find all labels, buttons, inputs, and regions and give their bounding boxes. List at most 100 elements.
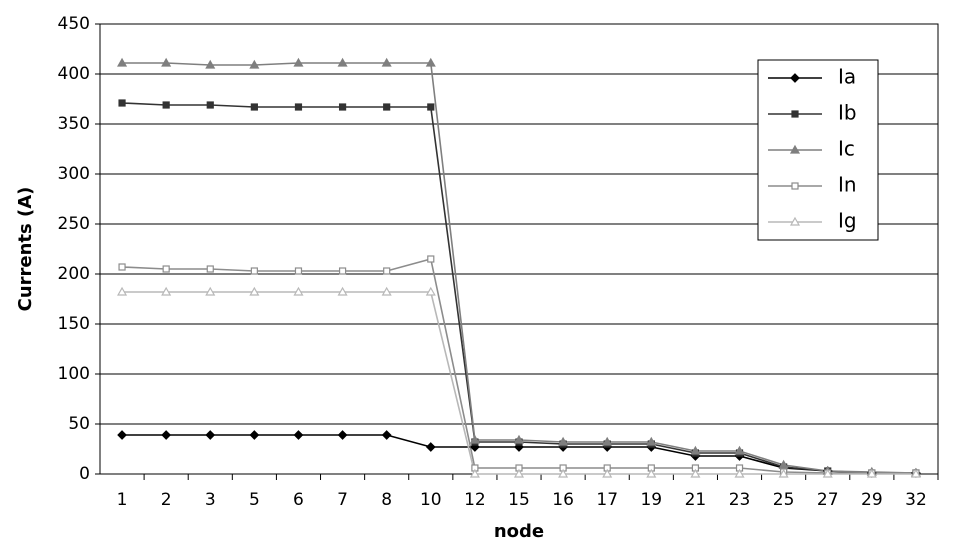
- marker: [778, 459, 789, 469]
- legend-label: Ic: [838, 137, 855, 161]
- marker: [425, 442, 436, 452]
- marker: [734, 468, 745, 478]
- marker: [337, 57, 348, 67]
- marker: [249, 59, 260, 69]
- marker: [118, 99, 126, 107]
- marker: [791, 110, 799, 118]
- marker: [293, 57, 304, 67]
- marker: [162, 265, 170, 273]
- x-tick-label: 27: [817, 490, 839, 510]
- marker: [690, 468, 701, 478]
- marker: [383, 267, 391, 275]
- marker: [469, 468, 480, 478]
- legend-label: Ia: [838, 65, 856, 89]
- marker: [791, 182, 799, 190]
- marker: [602, 436, 613, 446]
- marker: [161, 57, 172, 67]
- marker: [337, 430, 348, 440]
- marker: [249, 430, 260, 440]
- x-tick-label: 15: [508, 490, 530, 510]
- marker: [646, 468, 657, 478]
- marker: [338, 267, 347, 275]
- marker: [249, 286, 260, 296]
- y-tick-label: 300: [58, 164, 90, 184]
- marker: [250, 103, 258, 111]
- legend-label: In: [838, 173, 857, 197]
- x-tick-label: 2: [161, 490, 172, 510]
- marker: [866, 468, 877, 478]
- marker: [206, 265, 214, 273]
- x-tick-label: 1: [117, 490, 128, 510]
- legend-label: Ib: [838, 101, 857, 125]
- marker: [425, 286, 436, 296]
- marker: [117, 57, 128, 67]
- marker: [469, 434, 480, 444]
- y-tick-label: 450: [58, 14, 90, 34]
- x-tick-label: 29: [861, 490, 883, 510]
- marker: [910, 468, 921, 478]
- marker: [789, 144, 801, 154]
- marker: [427, 103, 435, 111]
- x-tick-label: 32: [905, 490, 927, 510]
- x-tick-label: 6: [293, 490, 304, 510]
- y-tick-label: 100: [58, 364, 90, 384]
- marker: [381, 57, 392, 67]
- marker: [337, 286, 348, 296]
- x-tick-label: 25: [773, 490, 795, 510]
- marker: [381, 430, 392, 440]
- y-tick-label: 250: [58, 214, 90, 234]
- marker: [294, 267, 303, 275]
- marker: [162, 101, 170, 109]
- marker: [383, 103, 391, 111]
- marker: [205, 286, 216, 296]
- x-tick-label: 12: [464, 490, 486, 510]
- y-tick-label: 350: [58, 114, 90, 134]
- marker: [790, 73, 800, 83]
- x-tick-label: 21: [685, 490, 707, 510]
- marker: [117, 286, 128, 296]
- marker: [513, 434, 525, 444]
- marker: [205, 430, 216, 440]
- x-tick-label: 19: [640, 490, 662, 510]
- marker: [250, 267, 258, 275]
- x-tick-label: 17: [596, 490, 618, 510]
- marker: [734, 445, 745, 455]
- marker: [778, 468, 789, 478]
- marker: [205, 59, 216, 69]
- marker: [117, 430, 127, 440]
- marker: [161, 430, 172, 440]
- x-tick-label: 8: [381, 490, 392, 510]
- marker: [294, 103, 303, 111]
- x-tick-label: 3: [205, 490, 216, 510]
- marker: [293, 286, 304, 296]
- marker: [118, 263, 126, 271]
- marker: [293, 430, 304, 440]
- legend-label: Ig: [838, 209, 857, 233]
- marker: [381, 286, 392, 296]
- marker: [646, 436, 657, 446]
- marker: [690, 445, 701, 455]
- marker: [206, 101, 214, 109]
- y-tick-label: 150: [58, 314, 90, 334]
- marker: [513, 468, 525, 478]
- marker: [558, 436, 569, 446]
- y-tick-label: 200: [58, 264, 90, 284]
- marker: [338, 103, 347, 111]
- x-tick-label: 16: [552, 490, 574, 510]
- y-tick-label: 400: [58, 64, 90, 84]
- x-tick-label: 23: [729, 490, 751, 510]
- marker: [425, 57, 436, 67]
- x-tick-label: 5: [249, 490, 260, 510]
- marker: [789, 216, 801, 226]
- x-tick-label: 10: [420, 490, 442, 510]
- x-tick-label: 7: [337, 490, 348, 510]
- y-axis-title: Currents (A): [15, 187, 36, 312]
- y-tick-label: 50: [68, 414, 90, 434]
- marker: [427, 255, 435, 263]
- y-tick-label: 0: [79, 464, 90, 484]
- x-axis-title: node: [494, 521, 544, 542]
- marker: [161, 286, 172, 296]
- marker: [602, 468, 613, 478]
